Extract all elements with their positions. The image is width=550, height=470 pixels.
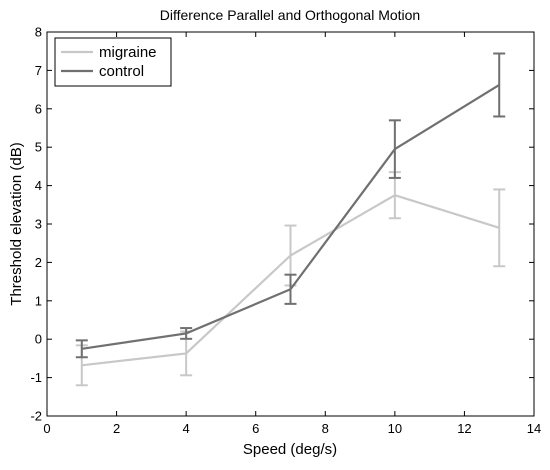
x-tick-label: 2 (113, 421, 120, 436)
chart-title: Difference Parallel and Orthogonal Motio… (160, 7, 420, 23)
series-line (81, 194, 500, 367)
x-tick-label: 12 (457, 421, 471, 436)
y-tick-label: -1 (30, 370, 42, 385)
y-tick-label: 4 (35, 178, 42, 193)
series-control (75, 52, 506, 359)
y-tick-label: 2 (35, 255, 42, 270)
y-tick-label: 5 (35, 140, 42, 155)
x-tick-label: 10 (388, 421, 402, 436)
y-axis-title: Threshold elevation (dB) (8, 142, 25, 305)
series-line (81, 84, 500, 350)
series-migraine (75, 171, 506, 387)
y-tick-label: 3 (35, 217, 42, 232)
legend: migraine control (54, 37, 172, 87)
series-layer (75, 52, 506, 387)
x-axis-title: Speed (deg/s) (243, 441, 337, 458)
plot-frame (46, 31, 535, 417)
y-tick-label: 6 (35, 101, 42, 116)
y-tick-label: 1 (35, 293, 42, 308)
x-tick-label: 8 (322, 421, 329, 436)
x-tick-label: 6 (252, 421, 259, 436)
y-tick-label: 0 (35, 332, 42, 347)
legend-box (54, 37, 172, 87)
legend-label-control: control (99, 63, 144, 80)
y-tick-label: 7 (35, 63, 42, 78)
y-tick-label: -2 (30, 409, 42, 424)
y-tick-label: 8 (35, 25, 42, 40)
x-tick-label: 0 (43, 421, 50, 436)
legend-label-migraine: migraine (99, 44, 157, 61)
x-tick-label: 4 (183, 421, 190, 436)
x-tick-label: 14 (527, 421, 541, 436)
